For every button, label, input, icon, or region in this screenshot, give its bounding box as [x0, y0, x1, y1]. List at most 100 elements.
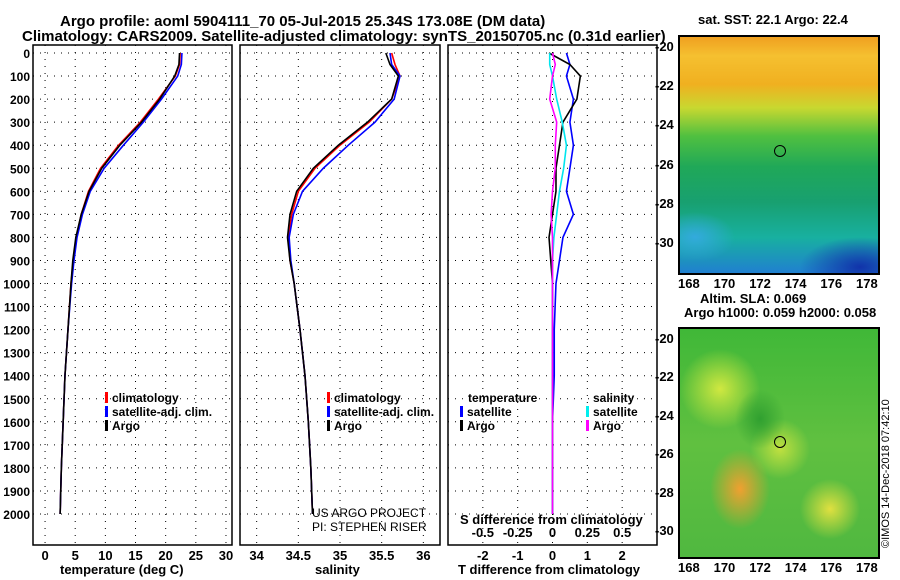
profile-location-marker-2 — [774, 436, 786, 448]
depth-tick-label: 200 — [10, 93, 30, 107]
legend3-sal-header: salinity — [593, 391, 635, 405]
series-line-satellite-adj-clim- — [59, 52, 183, 515]
depth-tick-label: 0 — [23, 47, 30, 61]
map2-lat-tick: -26 — [655, 446, 674, 462]
legend3-sal-satellite: satellite — [586, 405, 638, 419]
x-tick-label: 36 — [416, 548, 430, 563]
map2-lon-tick: 174 — [784, 560, 807, 575]
series-line-satellite-adj-clim- — [288, 52, 401, 515]
panel-frame — [239, 44, 441, 546]
legend-argo: Argo — [105, 419, 140, 433]
map2-lat-tick: -20 — [655, 331, 674, 346]
depth-tick-label: 1700 — [3, 439, 30, 453]
depth-tick-label: 900 — [10, 254, 30, 268]
xlabel-sdiff: S difference from climatology — [460, 512, 643, 527]
x2-tick-label: -0.5 — [472, 525, 494, 540]
series-line-salinity-argo — [548, 52, 558, 514]
x-tick-label: 1 — [584, 548, 591, 563]
map1-lat-tick: -22 — [655, 78, 674, 94]
map1-lon-tick: 170 — [713, 276, 736, 291]
x-tick-label: -2 — [477, 548, 489, 563]
depth-tick-label: 300 — [10, 116, 30, 130]
map1-lon-tick: 172 — [749, 276, 771, 291]
map2-lat-tick: -24 — [655, 407, 674, 423]
x-tick-label: 10 — [98, 548, 112, 563]
map2-lon-tick: 176 — [820, 560, 843, 575]
depth-tick-label: 1400 — [3, 370, 30, 384]
legend3-sal-argo: Argo — [586, 419, 621, 433]
x-tick-label: 0 — [41, 548, 48, 563]
legend3-temp-argo: Argo — [460, 419, 495, 433]
map1-lat-tick: -28 — [655, 195, 674, 211]
depth-tick-label: 400 — [10, 139, 30, 153]
map2-lon-tick: 168 — [678, 560, 700, 575]
depth-tick-label: 1800 — [3, 462, 30, 476]
map2-lat-tick: -22 — [655, 369, 674, 385]
depth-tick-label: 1200 — [3, 324, 30, 338]
xlabel-salinity: salinity — [315, 562, 360, 577]
series-line-temperature-satellite — [551, 52, 575, 514]
depth-tick-label: 1300 — [3, 347, 30, 361]
series-line-argo — [286, 52, 400, 515]
credit-project: US ARGO PROJECT — [312, 506, 427, 520]
map1-lon-tick: 176 — [820, 276, 843, 291]
x-tick-label: 0 — [549, 548, 556, 563]
map1-lat-tick: -20 — [655, 39, 674, 54]
x-tick-label: 2 — [619, 548, 626, 563]
depth-tick-label: 1500 — [3, 393, 30, 407]
xlabel-temperature: temperature (deg C) — [60, 562, 184, 577]
x-tick-label: 34 — [249, 548, 264, 563]
legend3-temp-satellite: satellite — [460, 405, 512, 419]
title-line-2: Climatology: CARS2009. Satellite-adjuste… — [22, 28, 666, 45]
x-tick-label: 20 — [158, 548, 172, 563]
x-tick-label: 15 — [128, 548, 142, 563]
map2-title-2: Argo h1000: 0.059 h2000: 0.058 — [684, 305, 877, 320]
series-line-climatology — [59, 52, 181, 515]
panel-frame — [32, 44, 233, 546]
legend-climatology: climatology — [105, 391, 179, 405]
map1-lon-tick: 168 — [678, 276, 700, 291]
x2-tick-label: -0.25 — [503, 525, 533, 540]
x-tick-label: 25 — [189, 548, 203, 563]
map2-lon-tick: 170 — [713, 560, 736, 575]
profile-location-marker — [774, 145, 786, 157]
depth-tick-label: 800 — [10, 231, 30, 245]
sla-map — [678, 327, 880, 559]
depth-tick-label: 1100 — [4, 301, 30, 315]
depth-tick-label: 1900 — [3, 485, 30, 499]
series-line-argo — [59, 52, 181, 515]
x-tick-label: 5 — [72, 548, 79, 563]
map1-lon-tick: 174 — [784, 276, 807, 291]
x-tick-label: 35.5 — [369, 548, 394, 563]
sst-map — [678, 35, 880, 275]
map1-lat-tick: -24 — [655, 117, 674, 133]
series-line-climatology — [287, 52, 401, 515]
x2-tick-label: 0 — [549, 525, 556, 540]
map2-lon-tick: 172 — [749, 560, 771, 575]
title-line-1: Argo profile: aoml 5904111_70 05-Jul-201… — [60, 13, 546, 30]
legend2-satellite: satellite-adj. clim. — [327, 405, 434, 419]
depth-tick-label: 1000 — [3, 278, 30, 292]
x2-tick-label: 0.5 — [613, 525, 631, 540]
footer-credit: ©IMOS 14-Dec-2018 07:42:10 — [880, 399, 892, 548]
depth-tick-label: 600 — [10, 185, 30, 199]
depth-tick-label: 100 — [10, 70, 30, 84]
map2-title-1: Altim. SLA: 0.069 — [700, 291, 807, 306]
depth-tick-label: 2000 — [3, 508, 30, 522]
map2-lon-tick: 178 — [856, 560, 878, 575]
map1-lat-tick: -26 — [655, 156, 674, 172]
legend3-temp-header: temperature — [468, 391, 538, 405]
x-tick-label: 30 — [219, 548, 233, 563]
legend-satellite: satellite-adj. clim. — [105, 405, 212, 419]
x-tick-label: 34.5 — [286, 548, 311, 563]
x-tick-label: -1 — [512, 548, 524, 563]
map2-lat-tick: -30 — [655, 523, 674, 538]
depth-tick-label: 500 — [10, 162, 30, 176]
legend2-climatology: climatology — [327, 391, 401, 405]
x2-tick-label: 0.25 — [575, 525, 600, 540]
map2-lat-tick: -28 — [655, 484, 674, 500]
map1-lat-tick: -30 — [655, 235, 674, 250]
depth-tick-label: 1600 — [3, 416, 30, 430]
